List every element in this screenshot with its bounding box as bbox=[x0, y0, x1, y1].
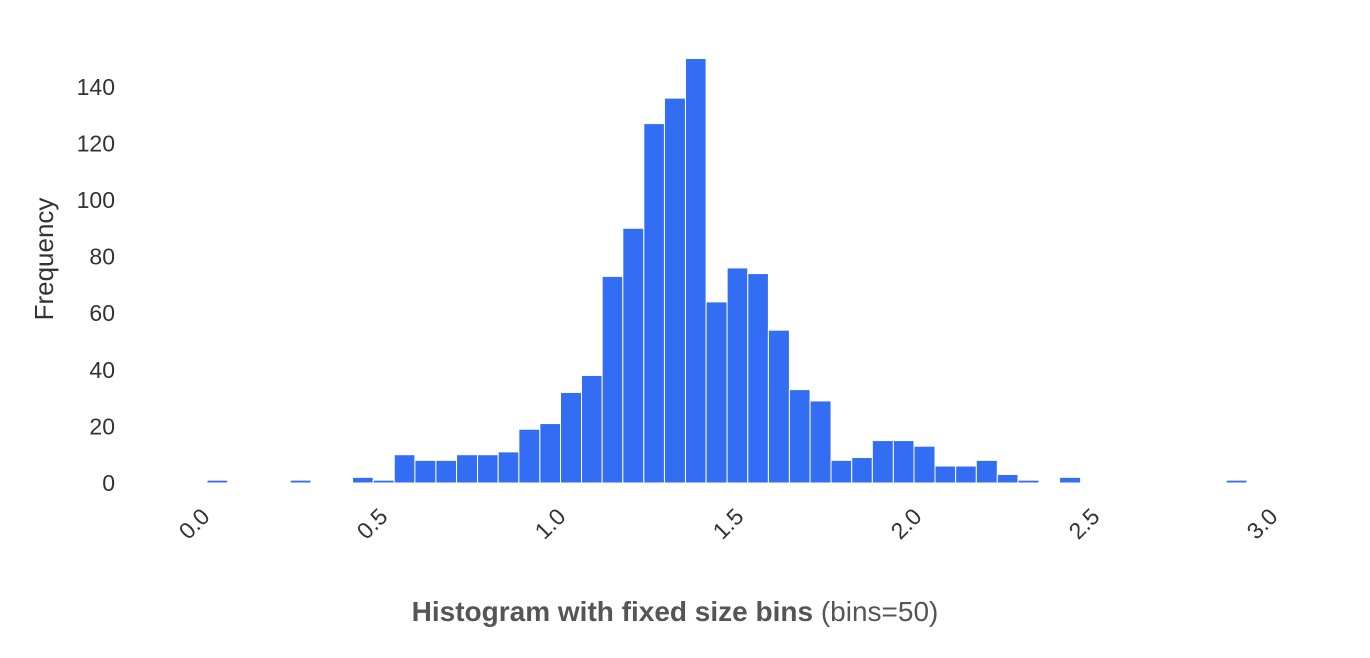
histogram-bar bbox=[352, 476, 374, 484]
histogram-bar bbox=[1017, 479, 1040, 484]
histogram-bar bbox=[477, 454, 499, 484]
histogram-bar bbox=[435, 459, 458, 484]
histogram-bar bbox=[788, 389, 811, 484]
x-tick-label: 2.5 bbox=[1064, 503, 1105, 544]
histogram-bar bbox=[289, 479, 312, 484]
x-axis-ticks: 0.0 0.5 1.0 1.5 2.0 2.5 3.0 bbox=[174, 503, 1283, 544]
histogram-bar bbox=[809, 400, 832, 484]
histogram-bar bbox=[601, 275, 624, 484]
histogram-bar bbox=[871, 440, 894, 484]
histogram-bar bbox=[684, 58, 707, 484]
x-tick-label: 0.0 bbox=[174, 503, 215, 544]
y-tick-label: 20 bbox=[89, 413, 115, 439]
histogram-bar bbox=[996, 474, 1019, 484]
y-axis-ticks: 0 20 40 60 80 100 120 140 bbox=[77, 74, 115, 496]
histogram-bar bbox=[934, 465, 957, 484]
histogram-bar bbox=[539, 423, 562, 484]
histogram-bar bbox=[393, 454, 416, 484]
x-tick-label: 0.5 bbox=[352, 503, 393, 544]
histogram-bar bbox=[892, 440, 915, 484]
histogram-bar bbox=[726, 267, 749, 484]
histogram-bar bbox=[497, 451, 520, 484]
histogram-bar bbox=[206, 479, 229, 484]
x-tick-label: 1.0 bbox=[530, 503, 571, 544]
chart-subtitle: (bins=50) bbox=[821, 596, 939, 627]
histogram-bar bbox=[955, 465, 977, 484]
histogram-bar bbox=[975, 459, 998, 484]
y-tick-label: 140 bbox=[77, 74, 115, 100]
histogram-bar bbox=[456, 454, 479, 484]
histogram-bar bbox=[1225, 479, 1248, 484]
y-tick-label: 120 bbox=[77, 130, 115, 156]
histogram-bar bbox=[581, 374, 603, 484]
histogram-bar bbox=[663, 97, 686, 484]
histogram-bar bbox=[518, 428, 541, 484]
histogram-bar bbox=[622, 227, 645, 484]
histogram-bar bbox=[372, 479, 395, 484]
histogram-bar bbox=[1059, 476, 1082, 484]
histogram-bar bbox=[414, 459, 437, 484]
y-tick-label: 0 bbox=[102, 470, 115, 496]
histogram-bar bbox=[560, 391, 583, 484]
y-tick-label: 100 bbox=[77, 187, 115, 213]
histogram-bar bbox=[747, 273, 769, 484]
histogram-bar bbox=[851, 457, 873, 484]
x-tick-label: 2.0 bbox=[886, 503, 927, 544]
bars-group bbox=[206, 58, 1248, 484]
chart-title-main: Histogram with fixed size bins bbox=[412, 596, 813, 627]
histogram-bar bbox=[830, 459, 853, 484]
histogram-bar bbox=[643, 123, 665, 484]
histogram-bar bbox=[767, 329, 790, 484]
chart-title: Histogram with fixed size bins (bins=50) bbox=[412, 596, 939, 627]
y-tick-label: 60 bbox=[89, 300, 115, 326]
histogram-bar bbox=[913, 445, 936, 484]
y-tick-label: 40 bbox=[89, 357, 115, 383]
x-tick-label: 1.5 bbox=[708, 503, 749, 544]
y-axis-title: Frequency bbox=[29, 198, 59, 321]
chart-title-space bbox=[813, 596, 821, 627]
histogram-bar bbox=[705, 301, 728, 484]
y-tick-label: 80 bbox=[89, 244, 115, 270]
x-tick-label: 3.0 bbox=[1242, 503, 1283, 544]
